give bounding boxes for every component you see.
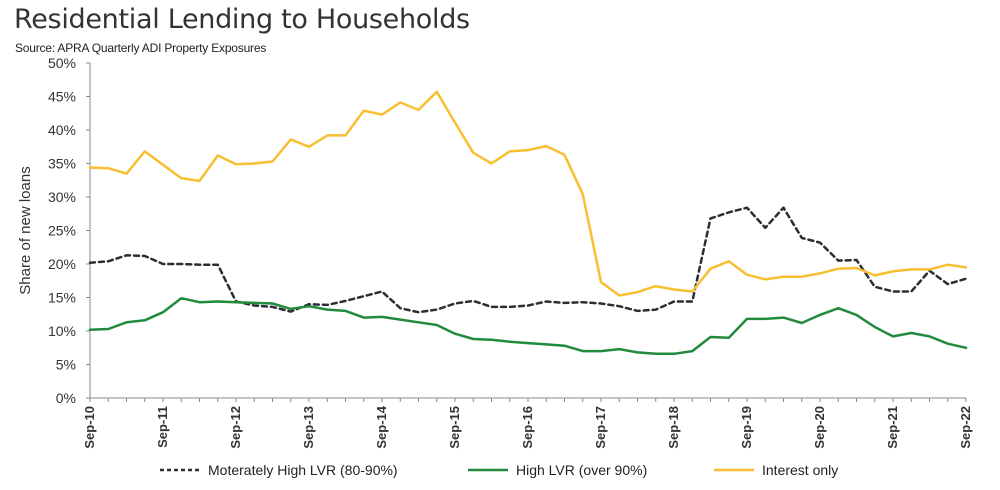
legend-label: Interest only <box>762 462 839 478</box>
chart-subtitle: Source: APRA Quarterly ADI Property Expo… <box>15 41 267 55</box>
series-line-0 <box>88 206 968 314</box>
legend-swatch-high-lvr <box>468 468 508 472</box>
x-tick-label: Sep-10 <box>82 406 97 449</box>
chart-title: Residential Lending to Households <box>14 4 470 35</box>
series-lines <box>88 90 968 356</box>
y-axis-label: Share of new loans <box>17 166 34 294</box>
y-tick-label: 10% <box>48 323 76 339</box>
x-tick-label: Sep-17 <box>593 406 608 449</box>
y-axis-ticks: 0% 5% 10% 15% 20% 25% 30% 35% 40% 45% 50% <box>48 55 90 406</box>
y-tick-label: 0% <box>56 390 76 406</box>
y-tick-label: 45% <box>48 89 76 105</box>
y-tick-label: 40% <box>48 122 76 138</box>
y-tick-label: 25% <box>48 223 76 239</box>
x-tick-label: Sep-15 <box>447 406 462 449</box>
line-chart: 0%5%10%15%20%25%30%35%40%45%50% Sep-10 Se… <box>17 55 973 449</box>
legend-label: Moterately High LVR (80-90%) <box>208 462 398 478</box>
legend-label: High LVR (over 90%) <box>516 462 648 478</box>
x-tick-label: Sep-12 <box>228 406 243 449</box>
y-tick-label: 20% <box>48 256 76 272</box>
y-tick-label: 30% <box>48 189 76 205</box>
x-tick-label: Sep-22 <box>958 406 973 449</box>
x-tick-label: Sep-13 <box>301 406 316 449</box>
x-tick-label: Sep-20 <box>812 406 827 449</box>
legend-item-high-lvr: High LVR (over 90%) <box>466 462 647 478</box>
y-tick-label: 15% <box>48 290 76 306</box>
x-tick-label: Sep-11 <box>155 406 170 448</box>
y-tick-label: 50% <box>48 55 76 71</box>
x-tick-label: Sep-16 <box>520 406 535 449</box>
series-line-2 <box>88 90 968 297</box>
legend-swatch-interest-only <box>714 468 754 472</box>
legend-item-interest-only: Interest only <box>712 462 838 478</box>
x-tick-label: Sep-19 <box>739 406 754 449</box>
x-tick-label: Sep-18 <box>666 406 681 449</box>
x-axis-ticks: Sep-10 Sep-11 Sep-12 Sep-13 Sep-14 Sep-15 Sep-… <box>82 398 973 449</box>
legend-item-moderately-high-lvr: Moterately High LVR (80-90%) <box>158 462 398 478</box>
y-tick-label: 35% <box>48 156 76 172</box>
legend-swatch-moderately-high-lvr <box>160 468 200 472</box>
legend: Moterately High LVR (80-90%) High LVR (o… <box>0 462 1000 486</box>
x-tick-label: Sep-14 <box>374 405 389 448</box>
series-line-1 <box>88 296 968 356</box>
y-tick-label: 5% <box>56 357 76 373</box>
x-tick-label: Sep-21 <box>885 406 900 449</box>
